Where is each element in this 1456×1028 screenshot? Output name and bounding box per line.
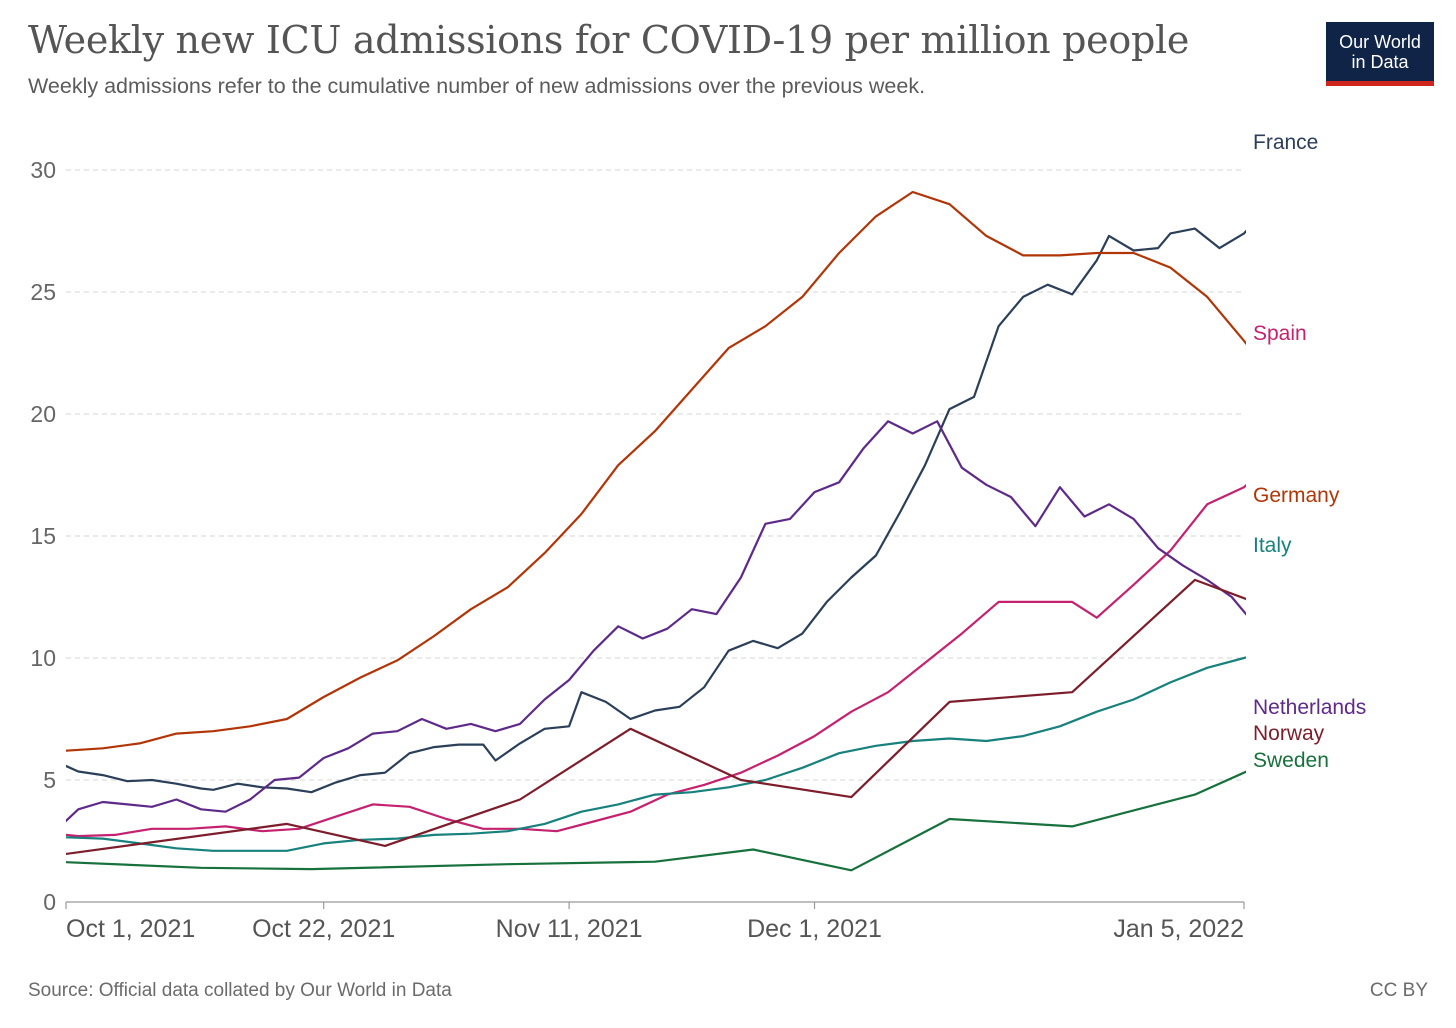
series-label-netherlands[interactable]: Netherlands bbox=[1253, 696, 1366, 719]
logo-line-2: in Data bbox=[1351, 52, 1409, 72]
gridlines bbox=[66, 169, 1244, 781]
y-axis: 0 5 10 15 20 25 30 bbox=[30, 157, 56, 915]
x-tick-label: Jan 5, 2022 bbox=[1113, 915, 1244, 943]
series-label-norway[interactable]: Norway bbox=[1253, 722, 1325, 745]
y-tick-label: 20 bbox=[30, 401, 56, 427]
x-tick-label: Nov 11, 2021 bbox=[496, 915, 643, 943]
y-tick-label: 30 bbox=[30, 157, 56, 183]
y-tick-label: 15 bbox=[30, 523, 56, 549]
series-labels: France Spain Germany Italy Netherlands Norway… bbox=[1253, 131, 1366, 772]
y-tick-label: 10 bbox=[30, 645, 56, 671]
y-tick-label: 0 bbox=[43, 889, 56, 915]
series-line-germany[interactable] bbox=[29, 190, 1456, 752]
series-line-france[interactable] bbox=[29, 133, 1456, 794]
series-lines bbox=[29, 133, 1456, 872]
series-label-italy[interactable]: Italy bbox=[1253, 534, 1292, 557]
license-link[interactable]: CC BY bbox=[1369, 980, 1428, 1001]
series-label-spain[interactable]: Spain bbox=[1253, 322, 1307, 345]
series-label-germany[interactable]: Germany bbox=[1253, 484, 1340, 507]
x-tick-label: Oct 1, 2021 bbox=[66, 915, 195, 943]
chart-subtitle: Weekly admissions refer to the cumulativ… bbox=[28, 74, 926, 98]
series-line-italy[interactable] bbox=[29, 546, 1456, 852]
y-tick-label: 5 bbox=[43, 767, 56, 793]
y-tick-label: 25 bbox=[30, 279, 56, 305]
logo-line-1: Our World bbox=[1339, 32, 1421, 52]
series-label-sweden[interactable]: Sweden bbox=[1253, 749, 1329, 772]
x-axis: Oct 1, 2021 Oct 22, 2021 Nov 11, 2021 Dec 1… bbox=[65, 901, 1245, 943]
series-line-spain[interactable] bbox=[29, 336, 1456, 838]
series-line-netherlands[interactable] bbox=[29, 420, 1456, 833]
our-world-in-data-logo[interactable]: Our World in Data bbox=[1326, 22, 1434, 86]
x-tick-label: Dec 1, 2021 bbox=[747, 915, 882, 943]
chart-title: Weekly new ICU admissions for COVID-19 p… bbox=[28, 18, 1190, 62]
x-tick-label: Oct 22, 2021 bbox=[252, 915, 395, 943]
source-note: Source: Official data collated by Our Wo… bbox=[28, 980, 452, 1001]
series-line-norway[interactable] bbox=[54, 578, 1456, 856]
series-label-france[interactable]: France bbox=[1253, 131, 1318, 154]
series-line-sweden[interactable] bbox=[54, 751, 1456, 872]
